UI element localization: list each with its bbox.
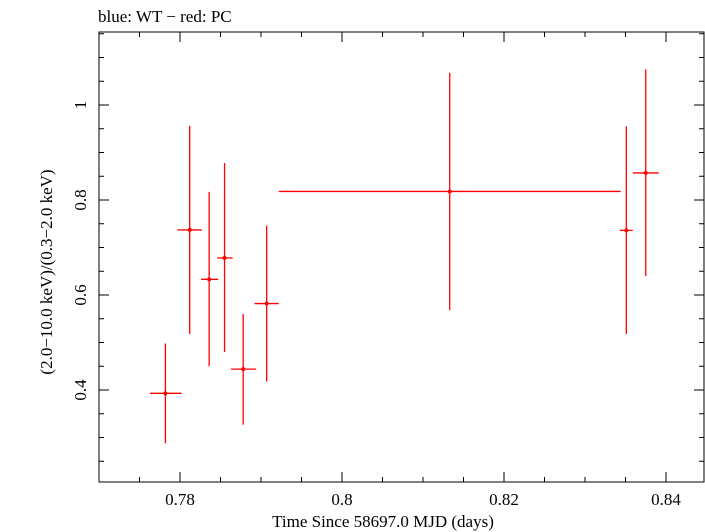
y-tick-label: 0.4: [71, 379, 90, 401]
point-marker: [264, 301, 269, 306]
x-tick-label: 0.8: [331, 490, 352, 509]
chart-title: blue: WT − red: PC: [98, 7, 232, 26]
x-tick-labels: 0.78 0.8 0.82 0.84: [165, 490, 681, 509]
data-point: [632, 69, 659, 276]
plot-frame: [98, 31, 705, 483]
point-marker: [163, 391, 168, 396]
point-marker: [207, 277, 212, 282]
point-marker: [643, 170, 648, 175]
y-tick-label: 0.6: [71, 284, 90, 305]
x-tick-label: 0.78: [165, 490, 195, 509]
data-point: [150, 343, 182, 444]
data-point: [217, 162, 233, 352]
y-axis-label: (2.0−10.0 keV)/(0.3−2.0 keV): [37, 169, 56, 374]
point-marker: [187, 227, 192, 232]
x-tick-label: 0.82: [489, 490, 519, 509]
data-points: [150, 69, 659, 444]
y-tick-labels: 0.4 0.6 0.8 1: [71, 101, 90, 401]
x-tick-label: 0.84: [651, 490, 681, 509]
data-point: [231, 314, 257, 425]
y-tick-label: 0.8: [71, 189, 90, 210]
data-point: [177, 125, 202, 334]
point-marker: [624, 228, 629, 233]
point-marker: [241, 367, 246, 372]
x-axis-label: Time Since 58697.0 MJD (days): [272, 512, 494, 531]
data-point: [254, 225, 279, 382]
y-tick-label: 1: [71, 101, 90, 110]
data-point: [201, 191, 219, 367]
data-point: [619, 126, 633, 334]
axis-ticks: [99, 32, 704, 482]
data-point: [278, 72, 621, 311]
point-marker: [222, 255, 227, 260]
point-marker: [447, 189, 452, 194]
